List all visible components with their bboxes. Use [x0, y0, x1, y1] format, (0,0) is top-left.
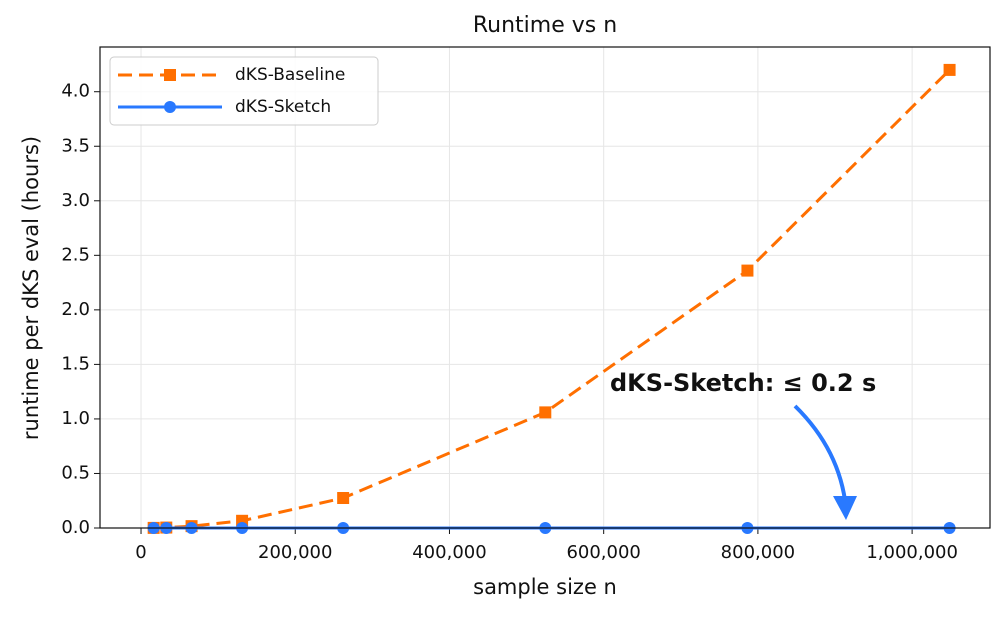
- x-tick-label: 1,000,000: [866, 542, 958, 563]
- y-tick-label: 3.0: [61, 190, 90, 211]
- y-tick-label: 0.5: [61, 462, 90, 483]
- y-tick-label: 4.0: [61, 81, 90, 102]
- y-tick-label: 1.5: [61, 353, 90, 374]
- marker: [337, 492, 350, 505]
- y-tick-label: 2.5: [61, 244, 90, 265]
- x-tick-label: 400,000: [412, 542, 486, 563]
- x-tick-label: 200,000: [258, 542, 332, 563]
- x-tick-label: 800,000: [721, 542, 795, 563]
- marker: [164, 69, 176, 81]
- y-axis-label: runtime per dKS eval (hours): [19, 136, 43, 440]
- marker: [539, 406, 552, 419]
- annotation-arrow: [793, 404, 848, 509]
- x-tick-label: 0: [135, 542, 146, 563]
- marker: [741, 264, 754, 277]
- legend-label: dKS-Baseline: [235, 65, 345, 85]
- series-line: [153, 68, 951, 530]
- y-tick-label: 1.0: [61, 408, 90, 429]
- marker: [164, 101, 176, 113]
- y-tick-label: 3.5: [61, 135, 90, 156]
- y-tick-label: 2.0: [61, 299, 90, 320]
- plot-frame: [99, 46, 991, 529]
- x-axis-label: sample size n: [473, 575, 617, 599]
- annotation-arrowhead: [833, 496, 857, 520]
- y-tick-label: 0.0: [61, 517, 90, 538]
- annotation: dKS-Sketch: ≤ 0.2 s: [610, 369, 876, 397]
- marker: [943, 63, 956, 76]
- chart-title: Runtime vs n: [473, 13, 617, 38]
- legend-label: dKS-Sketch: [235, 97, 331, 117]
- x-tick-label: 600,000: [566, 542, 640, 563]
